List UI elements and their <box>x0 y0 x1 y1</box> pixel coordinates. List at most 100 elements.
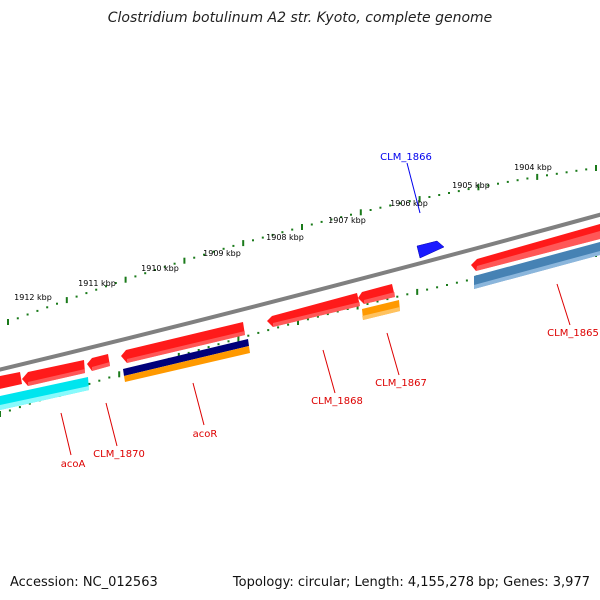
gene-label-clm-1866[interactable]: CLM_1866 <box>380 152 432 163</box>
ruler-minor-tick <box>428 196 431 198</box>
ruler-major-tick <box>595 165 597 171</box>
gene-feature-shadow <box>476 231 600 271</box>
leader-line <box>105 402 118 447</box>
ruler-minor-tick <box>232 244 235 247</box>
ruler-minor-tick <box>16 317 19 320</box>
ruler-minor-tick <box>217 343 220 346</box>
tick-label: 1904 kbp <box>514 163 552 172</box>
ruler-minor-tick <box>320 220 323 223</box>
ruler-minor-tick <box>257 331 260 334</box>
ruler-minor-tick <box>212 250 215 253</box>
cog-bar-orange <box>124 346 250 382</box>
ruler-minor-tick <box>163 265 166 268</box>
ruler-minor-tick <box>271 233 274 236</box>
gene-feature-clm-1866[interactable] <box>416 240 445 259</box>
ruler-minor-tick <box>187 351 190 354</box>
ruler-minor-tick <box>497 182 499 185</box>
tick-label: 1910 kbp <box>141 264 179 273</box>
ruler-major-tick <box>65 297 68 304</box>
leader-line <box>386 332 400 376</box>
ruler-minor-tick <box>8 409 11 412</box>
ruler-minor-tick <box>114 282 117 284</box>
ruler-minor-tick <box>105 285 107 288</box>
gene-feature-shadow <box>364 292 395 304</box>
ruler-minor-tick <box>366 303 369 305</box>
ruler-minor-tick <box>376 300 379 303</box>
ruler-minor-tick <box>526 177 529 180</box>
tick-label: 1908 kbp <box>266 233 304 242</box>
ruler-minor-tick <box>455 281 458 284</box>
leader-line <box>406 162 421 214</box>
ruler-minor-tick <box>134 275 137 278</box>
ruler-minor-tick <box>310 223 313 226</box>
gene-label-clm-1868[interactable]: CLM_1868 <box>311 396 363 407</box>
ruler-minor-tick <box>85 292 88 295</box>
ruler-major-tick <box>536 173 539 180</box>
cog-bar-shadow <box>362 307 400 320</box>
ruler-minor-tick <box>261 236 264 239</box>
gene-label-clm-1870[interactable]: CLM_1870 <box>93 449 145 460</box>
tick-label: 1907 kbp <box>328 216 366 225</box>
gene-label-clm-1865[interactable]: CLM_1865 <box>547 328 599 339</box>
gene-feature-partial[interactable] <box>0 372 22 390</box>
ruler-minor-tick <box>448 192 450 194</box>
ruler-major-tick <box>477 184 480 191</box>
ruler-minor-tick <box>406 293 409 296</box>
ruler-minor-tick <box>546 174 548 177</box>
leader-line <box>322 349 336 394</box>
ruler-minor-tick <box>330 218 333 221</box>
tick-label: 1906 kbp <box>390 199 428 208</box>
cog-bar-navy <box>123 339 249 376</box>
ruler-minor-tick <box>389 204 392 207</box>
ruler-minor-tick <box>287 323 290 326</box>
ruler-minor-tick <box>457 190 460 193</box>
cog-bar-shadow <box>474 251 600 289</box>
ruler-minor-tick <box>340 216 343 219</box>
tick-label: 1905 kbp <box>452 181 490 190</box>
ruler-minor-tick <box>18 406 21 409</box>
ruler-minor-tick <box>108 376 111 379</box>
ruler-major-tick <box>418 196 421 203</box>
genome-summary-text: Topology: circular; Length: 4,155,278 bp… <box>232 575 590 590</box>
ruler-minor-tick <box>565 171 568 174</box>
ruler-minor-tick <box>88 382 91 385</box>
ruler-minor-tick <box>277 326 280 329</box>
gene-feature-shadow <box>92 362 110 371</box>
ruler-minor-tick <box>399 202 401 205</box>
ruler-minor-tick <box>316 315 319 318</box>
cog-bar-shadow <box>0 386 89 410</box>
map-title: Clostridium botulinum A2 str. Kyoto, com… <box>107 10 493 26</box>
ruler-minor-tick <box>336 310 339 313</box>
ruler-minor-tick <box>438 194 441 196</box>
ruler-minor-tick <box>585 168 588 171</box>
ruler-major-tick <box>0 411 1 417</box>
ruler-major-tick <box>124 276 127 283</box>
ruler-minor-tick <box>465 279 468 282</box>
gene-label-acor[interactable]: acoR <box>193 429 218 440</box>
tick-labels: 1904 kbp 1905 kbp 1906 kbp 1907 kbp 1908… <box>14 163 552 302</box>
ruler-minor-tick <box>222 247 225 250</box>
leader-line <box>192 382 205 426</box>
gene-feature-acor[interactable] <box>121 322 245 363</box>
ruler-major-tick <box>237 335 240 342</box>
gene-label-acoa[interactable]: acoA <box>61 459 86 470</box>
ruler-minor-tick <box>207 346 210 349</box>
ruler-major-tick <box>416 288 419 295</box>
gene-feature-acoa[interactable] <box>22 360 85 386</box>
ruler-minor-tick <box>173 262 176 265</box>
gene-feature-clm-1868[interactable] <box>267 293 360 327</box>
tick-label: 1909 kbp <box>203 249 241 258</box>
genome-backbone <box>0 212 600 372</box>
ruler-minor-tick <box>28 402 31 405</box>
ruler-major-tick <box>118 371 121 378</box>
ruler-minor-tick <box>193 256 196 259</box>
gene-feature-shadow <box>28 369 85 386</box>
ruler-minor-tick <box>154 269 156 271</box>
ruler-minor-tick <box>396 295 399 298</box>
ruler-minor-tick <box>369 209 372 211</box>
gene-feature-shadow <box>127 331 245 363</box>
accession-text: Accession: NC_012563 <box>10 575 158 590</box>
gene-label-clm-1867[interactable]: CLM_1867 <box>375 378 427 389</box>
